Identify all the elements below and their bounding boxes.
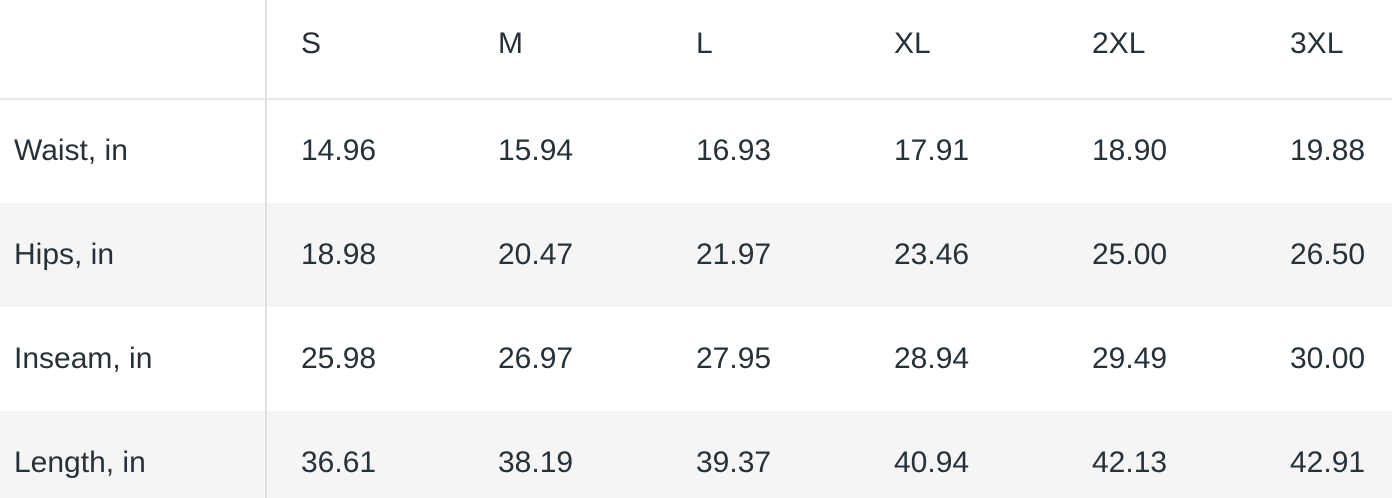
table-row: Waist, in 14.96 15.94 16.93 17.91 18.90 19.88: [0, 99, 1392, 203]
measurement-cell: 18.90: [1092, 134, 1168, 168]
measurement-cell: 39.37: [696, 445, 772, 479]
measurement-cell: 30.00: [1290, 341, 1366, 375]
measurement-cell: 28.94: [894, 341, 970, 375]
row-label: Hips, in: [0, 203, 267, 307]
row-label: Length, in: [0, 411, 267, 498]
measurement-cell: 21.97: [696, 237, 772, 271]
measurement-cell: 38.19: [498, 445, 574, 479]
size-chart-body: Waist, in 14.96 15.94 16.93 17.91 18.90 19.88 H…: [0, 99, 1392, 498]
measurement-cell: 40.94: [894, 445, 970, 479]
row-label: Waist, in: [0, 99, 267, 203]
row-label: Inseam, in: [0, 307, 267, 411]
measurement-cell: 17.91: [894, 134, 970, 168]
measurement-cell: 16.93: [696, 134, 772, 168]
measurement-cell: 19.88: [1290, 134, 1366, 168]
column-header-xl: XL: [860, 0, 1058, 100]
measurement-cell: 15.94: [498, 134, 574, 168]
measurement-cell: 42.13: [1092, 445, 1168, 479]
measurement-cell: 29.49: [1092, 341, 1168, 375]
measurement-cell: 25.00: [1092, 237, 1168, 271]
measurement-cell: 26.97: [498, 341, 574, 375]
measurement-cell: 14.96: [301, 134, 377, 168]
column-header-3xl: 3XL: [1256, 0, 1392, 100]
table-row: Hips, in 18.98 20.47 21.97 23.46 25.00 26.50: [0, 203, 1392, 307]
measurement-cell: 23.46: [894, 237, 970, 271]
measurement-cell: 20.47: [498, 237, 574, 271]
table-row: Inseam, in 25.98 26.97 27.95 28.94 29.49 30.00: [0, 307, 1392, 411]
measurement-cell: 18.98: [301, 237, 377, 271]
header-row: S M L XL 2XL 3XL: [0, 0, 1392, 100]
measurement-cell: 25.98: [301, 341, 377, 375]
measurement-cell: 36.61: [301, 445, 377, 479]
column-header-s: S: [266, 0, 464, 100]
measurement-cell: 27.95: [696, 341, 772, 375]
column-header-l: L: [662, 0, 860, 100]
corner-header: [0, 0, 267, 100]
column-header-2xl: 2XL: [1058, 0, 1256, 100]
measurement-cell: 26.50: [1290, 237, 1366, 271]
measurement-cell: 42.91: [1290, 445, 1366, 479]
table-row: Length, in 36.61 38.19 39.37 40.94 42.13 42.91: [0, 411, 1392, 498]
column-header-m: M: [464, 0, 662, 100]
